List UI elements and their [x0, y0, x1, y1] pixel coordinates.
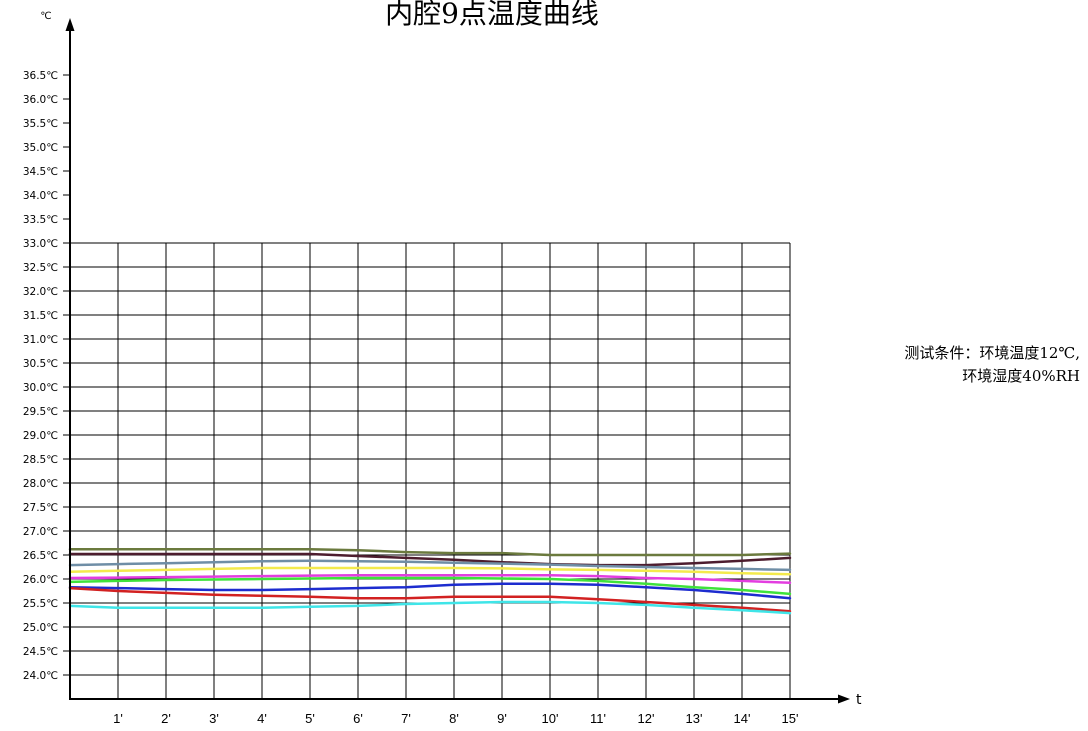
y-tick-label: 30.0℃ [23, 382, 58, 394]
y-tick-label: 26.0℃ [23, 574, 58, 586]
y-tick-label: 25.5℃ [23, 598, 58, 610]
x-tick-label: 12' [638, 711, 655, 726]
y-tick-label: 27.5℃ [23, 502, 58, 514]
y-tick-label: 24.0℃ [23, 670, 58, 682]
y-tick-label: 32.5℃ [23, 262, 58, 274]
y-tick-label: 32.0℃ [23, 286, 58, 298]
series-line-7 [68, 582, 792, 600]
y-tick-label: 33.0℃ [23, 238, 58, 250]
y-axis-ticks: 36.5℃ 36.0℃ 35.5℃ 35.0℃ 34.5℃ 34.0℃ 33.5℃ 33.0℃… [23, 70, 70, 682]
chart-title: 内腔9点温度曲线 [385, 0, 599, 30]
y-axis-unit-label: ℃ [40, 11, 51, 22]
y-tick-label: 36.0℃ [23, 94, 58, 106]
plot-grid [70, 242, 791, 699]
x-tick-label: 1' [113, 711, 123, 726]
y-tick-label: 34.0℃ [23, 190, 58, 202]
y-tick-label: 34.5℃ [23, 166, 58, 178]
x-tick-label: 13' [686, 711, 703, 726]
y-tick-label: 35.5℃ [23, 118, 58, 130]
y-tick-label: 36.5℃ [23, 70, 58, 82]
y-tick-label: 29.5℃ [23, 406, 58, 418]
y-tick-label: 27.0℃ [23, 526, 58, 538]
series-line-5 [68, 573, 792, 585]
y-tick-label: 30.5℃ [23, 358, 58, 370]
y-tick-label: 26.5℃ [23, 550, 58, 562]
x-tick-label: 9' [497, 711, 507, 726]
series-line-6 [68, 576, 792, 596]
test-conditions-line-1: 测试条件：环境温度12℃, [904, 344, 1080, 362]
y-axis-arrow-icon [65, 18, 75, 31]
x-tick-label: 10' [542, 711, 559, 726]
x-tick-label: 11' [590, 711, 606, 726]
y-tick-label: 31.0℃ [23, 334, 58, 346]
y-tick-label: 25.0℃ [23, 622, 58, 634]
x-axis-ticks: 1' 2' 3' 4' 5' 6' 7' 8' 9' 10' 11' 12' 13' 14' 15' [113, 711, 798, 726]
x-tick-label: 3' [209, 711, 219, 726]
y-tick-label: 31.5℃ [23, 310, 58, 322]
y-tick-label: 33.5℃ [23, 214, 58, 226]
series-line-9 [68, 600, 792, 615]
x-tick-label: 8' [449, 711, 459, 726]
series-line-1 [68, 547, 792, 557]
series-line-8 [68, 586, 792, 613]
y-tick-label: 28.5℃ [23, 454, 58, 466]
series-line-4 [68, 566, 792, 576]
y-tick-label: 24.5℃ [23, 646, 58, 658]
series-line-2 [68, 552, 792, 567]
x-tick-label: 4' [257, 711, 267, 726]
y-tick-label: 35.0℃ [23, 142, 58, 154]
x-tick-label: 15' [782, 711, 799, 726]
x-tick-label: 5' [305, 711, 315, 726]
y-tick-label: 29.0℃ [23, 430, 58, 442]
x-axis-label: t [856, 692, 862, 708]
series-line-3 [68, 559, 792, 572]
x-axis-arrow-icon [838, 694, 850, 704]
test-conditions-note: 测试条件：环境温度12℃, 环境湿度40%RH [904, 344, 1080, 385]
series-group [68, 547, 792, 615]
x-tick-label: 14' [734, 711, 751, 726]
test-conditions-line-2: 环境湿度40%RH [962, 367, 1080, 385]
y-tick-label: 28.0℃ [23, 478, 58, 490]
x-tick-label: 2' [161, 711, 171, 726]
x-tick-label: 7' [401, 711, 411, 726]
x-tick-label: 6' [353, 711, 363, 726]
